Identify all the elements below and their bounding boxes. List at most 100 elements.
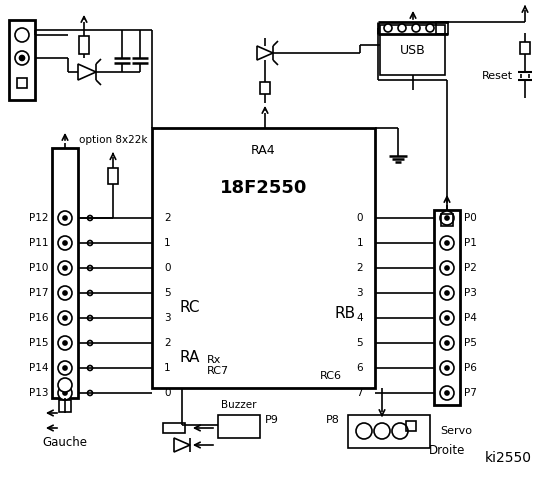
Text: RC7: RC7: [207, 366, 229, 376]
Circle shape: [15, 51, 29, 65]
Circle shape: [87, 240, 92, 245]
Circle shape: [412, 24, 420, 32]
Circle shape: [398, 24, 406, 32]
Text: Buzzer: Buzzer: [221, 400, 257, 410]
Circle shape: [63, 291, 67, 295]
Circle shape: [58, 211, 72, 225]
Text: RA: RA: [180, 350, 200, 365]
Text: P3: P3: [464, 288, 477, 298]
Circle shape: [440, 236, 454, 250]
Circle shape: [87, 265, 92, 271]
Text: Gauche: Gauche: [43, 436, 87, 449]
Text: RC: RC: [180, 300, 200, 315]
Circle shape: [58, 386, 72, 400]
Bar: [108, 168, 118, 184]
Text: 18F2550: 18F2550: [220, 179, 307, 197]
Text: P9: P9: [265, 415, 279, 425]
Circle shape: [58, 261, 72, 275]
Bar: [17, 78, 27, 88]
Text: Reset: Reset: [482, 71, 513, 81]
Text: 2: 2: [356, 263, 363, 273]
Circle shape: [63, 316, 67, 320]
Circle shape: [440, 386, 454, 400]
Text: 1: 1: [164, 363, 171, 373]
Text: P12: P12: [29, 213, 48, 223]
Text: 6: 6: [356, 363, 363, 373]
Text: Rx: Rx: [207, 355, 221, 365]
Circle shape: [87, 340, 92, 346]
Bar: [406, 421, 416, 431]
Text: P17: P17: [29, 288, 48, 298]
Text: P6: P6: [464, 363, 477, 373]
Text: P16: P16: [29, 313, 48, 323]
Bar: [441, 214, 453, 226]
Circle shape: [384, 24, 392, 32]
Circle shape: [445, 241, 449, 245]
Bar: [260, 82, 270, 94]
Text: P14: P14: [29, 363, 48, 373]
Circle shape: [392, 423, 408, 439]
Text: RC6: RC6: [320, 371, 342, 381]
Circle shape: [15, 28, 29, 42]
Bar: [59, 400, 71, 412]
Text: RA4: RA4: [251, 144, 276, 156]
Circle shape: [440, 261, 454, 275]
Circle shape: [87, 290, 92, 296]
Circle shape: [445, 291, 449, 295]
Circle shape: [63, 391, 67, 395]
Circle shape: [87, 365, 92, 371]
Text: P5: P5: [464, 338, 477, 348]
Text: P1: P1: [464, 238, 477, 248]
Text: P11: P11: [29, 238, 48, 248]
Text: 5: 5: [164, 288, 171, 298]
Text: 0: 0: [357, 213, 363, 223]
Bar: [52, 148, 78, 398]
Bar: [434, 210, 460, 405]
Circle shape: [445, 216, 449, 220]
Text: 3: 3: [164, 313, 171, 323]
Text: USB: USB: [400, 44, 425, 57]
Bar: [520, 42, 530, 54]
Circle shape: [445, 366, 449, 370]
Circle shape: [445, 341, 449, 345]
Circle shape: [63, 341, 67, 345]
Circle shape: [19, 56, 24, 60]
Bar: [380, 25, 445, 75]
Bar: [436, 22, 448, 34]
Text: P7: P7: [464, 388, 477, 398]
Circle shape: [374, 423, 390, 439]
Text: 0: 0: [164, 263, 170, 273]
Circle shape: [58, 361, 72, 375]
Text: 3: 3: [356, 288, 363, 298]
Text: ki2550: ki2550: [485, 451, 532, 465]
Text: P13: P13: [29, 388, 48, 398]
Bar: [152, 128, 375, 388]
Text: RB: RB: [335, 305, 356, 321]
Text: 7: 7: [356, 388, 363, 398]
Bar: [218, 415, 260, 438]
Text: P8: P8: [326, 415, 340, 425]
Circle shape: [440, 311, 454, 325]
Circle shape: [440, 211, 454, 225]
Text: 1: 1: [356, 238, 363, 248]
Circle shape: [426, 24, 434, 32]
Circle shape: [445, 266, 449, 270]
Circle shape: [87, 391, 92, 396]
Circle shape: [58, 236, 72, 250]
Text: option 8x22k: option 8x22k: [79, 135, 147, 145]
Bar: [9, 20, 35, 100]
Circle shape: [58, 378, 72, 392]
Circle shape: [87, 216, 92, 220]
Text: 4: 4: [356, 313, 363, 323]
Circle shape: [440, 361, 454, 375]
Circle shape: [445, 316, 449, 320]
Circle shape: [440, 286, 454, 300]
Circle shape: [63, 266, 67, 270]
Text: 2: 2: [164, 338, 171, 348]
Text: Servo: Servo: [440, 426, 472, 436]
Text: 0: 0: [164, 388, 170, 398]
Circle shape: [58, 286, 72, 300]
Text: P4: P4: [464, 313, 477, 323]
Circle shape: [87, 315, 92, 321]
Bar: [348, 415, 430, 448]
